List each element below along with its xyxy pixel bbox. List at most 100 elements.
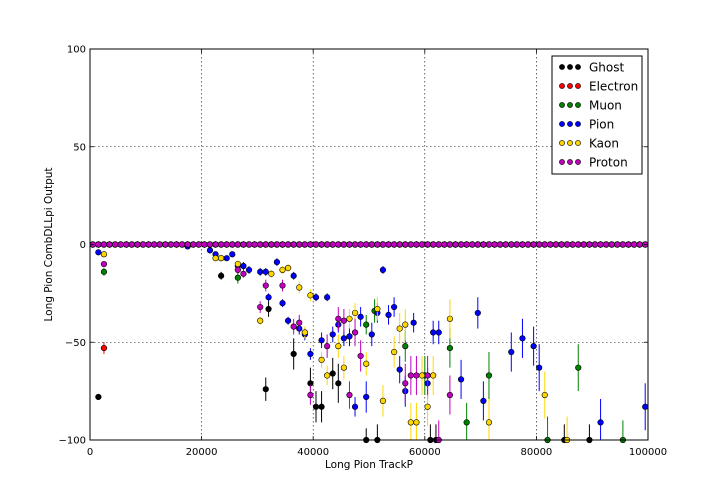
data-point	[379, 397, 387, 405]
data-point	[262, 282, 269, 289]
data-point	[312, 241, 320, 248]
legend-item-pion: Pion	[559, 118, 614, 132]
data-point	[240, 241, 247, 248]
data-point	[463, 419, 470, 426]
legend-label: Muon	[589, 99, 622, 113]
data-point	[318, 337, 325, 344]
data-point	[435, 329, 442, 336]
data-point	[491, 241, 498, 248]
data-point	[307, 241, 314, 248]
data-point	[351, 329, 359, 336]
data-point	[410, 319, 417, 326]
legend-marker	[575, 83, 581, 89]
data-point	[329, 331, 336, 338]
data-point	[218, 272, 225, 279]
series-proton	[89, 241, 649, 444]
data-point	[363, 241, 370, 248]
data-point	[290, 272, 297, 279]
x-tick-label: 20000	[186, 447, 218, 458]
data-point	[368, 331, 375, 338]
data-point	[195, 241, 202, 248]
legend-label: Pion	[589, 118, 614, 132]
data-point	[307, 350, 314, 358]
legend-label: Kaon	[589, 137, 619, 151]
data-point	[357, 313, 364, 320]
y-tick-label: 100	[67, 45, 86, 56]
data-point	[402, 343, 409, 350]
data-point	[430, 329, 437, 336]
data-point	[290, 241, 297, 248]
data-point	[273, 241, 281, 248]
data-point	[100, 260, 108, 268]
data-point	[279, 241, 286, 248]
legend-marker	[559, 121, 565, 127]
data-point	[100, 345, 108, 352]
data-point	[424, 241, 431, 248]
legend-marker	[559, 159, 565, 165]
data-point	[642, 403, 649, 410]
data-point	[441, 241, 448, 248]
data-point	[245, 266, 253, 274]
data-point	[413, 419, 420, 426]
legend-marker	[575, 121, 581, 127]
data-point	[329, 241, 336, 248]
data-point	[508, 241, 515, 248]
data-point	[346, 333, 353, 340]
legend-marker	[575, 102, 581, 108]
data-point	[563, 241, 571, 248]
legend-marker	[559, 140, 565, 146]
x-tick-label: 60000	[409, 447, 441, 458]
legend-item-proton: Proton	[559, 156, 628, 170]
data-point	[457, 376, 465, 383]
data-point	[201, 241, 208, 248]
x-tick-label: 40000	[297, 447, 329, 458]
data-point	[223, 255, 230, 262]
data-point	[418, 372, 426, 379]
data-point	[552, 241, 560, 248]
data-point	[519, 241, 526, 248]
y-tick-label: 50	[73, 142, 86, 153]
data-point	[430, 372, 437, 379]
data-point	[265, 294, 272, 301]
data-point	[351, 241, 359, 248]
data-point	[396, 241, 403, 248]
data-point	[262, 241, 269, 248]
legend-marker	[567, 102, 573, 108]
legend-item-ghost: Ghost	[559, 61, 624, 75]
data-point	[340, 317, 347, 324]
data-point	[391, 348, 398, 356]
data-point	[284, 317, 292, 324]
data-point	[536, 241, 543, 248]
data-point	[418, 241, 426, 248]
data-point	[614, 241, 621, 248]
data-point	[134, 241, 141, 248]
legend-box	[551, 55, 643, 175]
data-point	[223, 241, 230, 248]
data-point	[100, 251, 108, 258]
data-point	[268, 270, 275, 277]
data-point	[340, 364, 347, 371]
data-point	[184, 241, 191, 248]
data-point	[162, 241, 169, 248]
data-point	[463, 241, 470, 248]
data-point	[402, 380, 409, 387]
data-point	[301, 241, 308, 248]
data-point	[508, 348, 515, 356]
data-point	[128, 241, 135, 248]
data-point	[424, 372, 431, 379]
legend-marker	[567, 64, 573, 70]
data-point	[279, 300, 286, 307]
data-point	[156, 241, 163, 248]
data-point	[502, 241, 509, 248]
legend-marker	[559, 102, 565, 108]
ticks: 0 20000 40000 60000 80000 100000 −100 −50 0 50 100	[59, 45, 668, 459]
data-point	[357, 241, 364, 248]
data-point	[206, 247, 214, 254]
data-point	[474, 241, 481, 248]
legend-label: Electron	[589, 80, 638, 94]
data-point	[257, 268, 264, 275]
data-point	[229, 241, 236, 248]
data-point	[257, 317, 264, 324]
data-point	[446, 241, 454, 248]
data-point	[346, 241, 353, 248]
